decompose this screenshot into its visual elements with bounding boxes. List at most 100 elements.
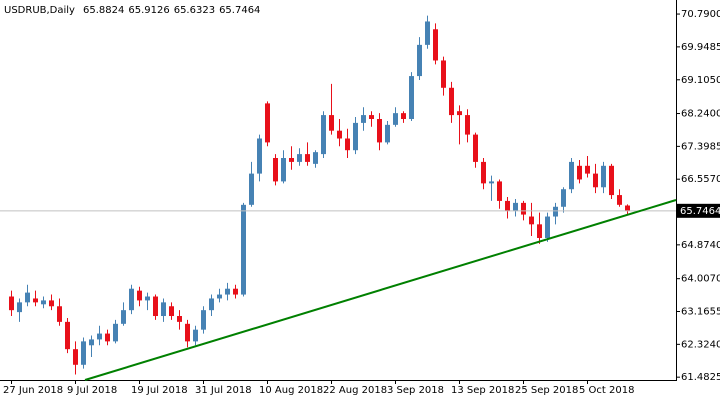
- body: [329, 115, 334, 131]
- body: [241, 204, 246, 295]
- body: [257, 138, 262, 174]
- body: [561, 189, 566, 207]
- plot: 70.7900 69.9485 69.1050 68.2400 67.3985 66.55…: [0, 9, 720, 396]
- body: [625, 205, 630, 211]
- body: [265, 103, 270, 143]
- body: [249, 173, 254, 205]
- last-close: 65.7464: [219, 5, 260, 16]
- body: [521, 202, 526, 215]
- body: [601, 165, 606, 188]
- body: [161, 302, 166, 317]
- body: [305, 154, 310, 162]
- body: [177, 316, 182, 322]
- body: [513, 202, 518, 211]
- body: [425, 21, 430, 45]
- y-tick-label: 62.3240: [681, 339, 720, 350]
- body: [313, 152, 318, 164]
- y-tick-label: 63.1655: [681, 307, 720, 318]
- body: [465, 115, 470, 135]
- body: [49, 300, 54, 307]
- price-label-box: [677, 203, 720, 218]
- body: [105, 333, 110, 342]
- body: [433, 29, 438, 61]
- body: [185, 323, 190, 342]
- body: [345, 138, 350, 151]
- body: [233, 288, 238, 295]
- body: [153, 296, 158, 317]
- body: [97, 333, 102, 340]
- body: [417, 44, 422, 77]
- x-tick-label: 25 Sep 2018: [515, 385, 578, 396]
- body: [321, 115, 326, 155]
- y-tick-label: 69.9485: [681, 42, 720, 53]
- body: [33, 298, 38, 303]
- body: [73, 349, 78, 365]
- x-tick-label: 19 Jul 2018: [131, 385, 188, 396]
- body: [457, 111, 462, 116]
- body: [617, 195, 622, 205]
- body: [129, 288, 134, 311]
- y-tick-label: 64.8740: [681, 240, 720, 251]
- x-tick-label: 22 Aug 2018: [323, 385, 387, 396]
- y-tick-label: 66.5570: [681, 174, 720, 185]
- body: [9, 296, 14, 311]
- body: [361, 115, 366, 123]
- y-tick-label: 61.4825: [681, 372, 720, 383]
- x-tick-label: 10 Aug 2018: [259, 385, 323, 396]
- body: [209, 298, 214, 311]
- body: [529, 216, 534, 225]
- body: [89, 339, 94, 346]
- last-open: 65.8824: [83, 5, 124, 16]
- body: [369, 115, 374, 119]
- body: [57, 306, 62, 322]
- x-tick-label: 3 Sep 2018: [387, 385, 444, 396]
- body: [537, 224, 542, 238]
- body: [25, 292, 30, 303]
- body: [377, 118, 382, 143]
- body: [545, 216, 550, 238]
- symbol: USDRUB,Daily: [4, 5, 75, 16]
- y-tick-label: 64.0070: [681, 274, 720, 285]
- body: [81, 341, 86, 365]
- y-tick-label: 69.1050: [681, 75, 720, 86]
- last-high: 65.9126: [128, 5, 169, 16]
- body: [449, 87, 454, 116]
- body: [409, 76, 414, 119]
- x-tick-label: 31 Jul 2018: [195, 385, 252, 396]
- trend-line: [84, 199, 677, 381]
- body: [577, 165, 582, 180]
- last-low: 65.6323: [174, 5, 215, 16]
- x-tick-label: 5 Oct 2018: [579, 385, 634, 396]
- y-tick-label: 67.3985: [681, 141, 720, 152]
- y-tick-label: 70.7900: [681, 9, 720, 20]
- body: [385, 124, 390, 143]
- body: [145, 296, 150, 301]
- body: [217, 294, 222, 299]
- body: [281, 158, 286, 182]
- x-tick-label: 13 Sep 2018: [451, 385, 514, 396]
- body: [473, 134, 478, 162]
- body: [609, 165, 614, 196]
- body: [553, 206, 558, 217]
- header: USDRUB,Daily 65.8824 65.9126 65.6323 65.7464: [4, 5, 260, 16]
- x-tick-label: 27 Jun 2018: [3, 385, 63, 396]
- body: [497, 181, 502, 201]
- body: [489, 181, 494, 184]
- body: [585, 165, 590, 174]
- body: [17, 302, 22, 313]
- body: [225, 288, 230, 295]
- body: [289, 158, 294, 162]
- body: [169, 306, 174, 317]
- body: [593, 173, 598, 188]
- y-tick-label: 68.2400: [681, 109, 720, 120]
- body: [201, 310, 206, 330]
- x-tick-label: 9 Jul 2018: [67, 385, 117, 396]
- body: [193, 329, 198, 342]
- body: [65, 321, 70, 350]
- body: [121, 310, 126, 324]
- body: [441, 60, 446, 88]
- body: [273, 158, 278, 182]
- body: [481, 161, 486, 184]
- body: [337, 130, 342, 139]
